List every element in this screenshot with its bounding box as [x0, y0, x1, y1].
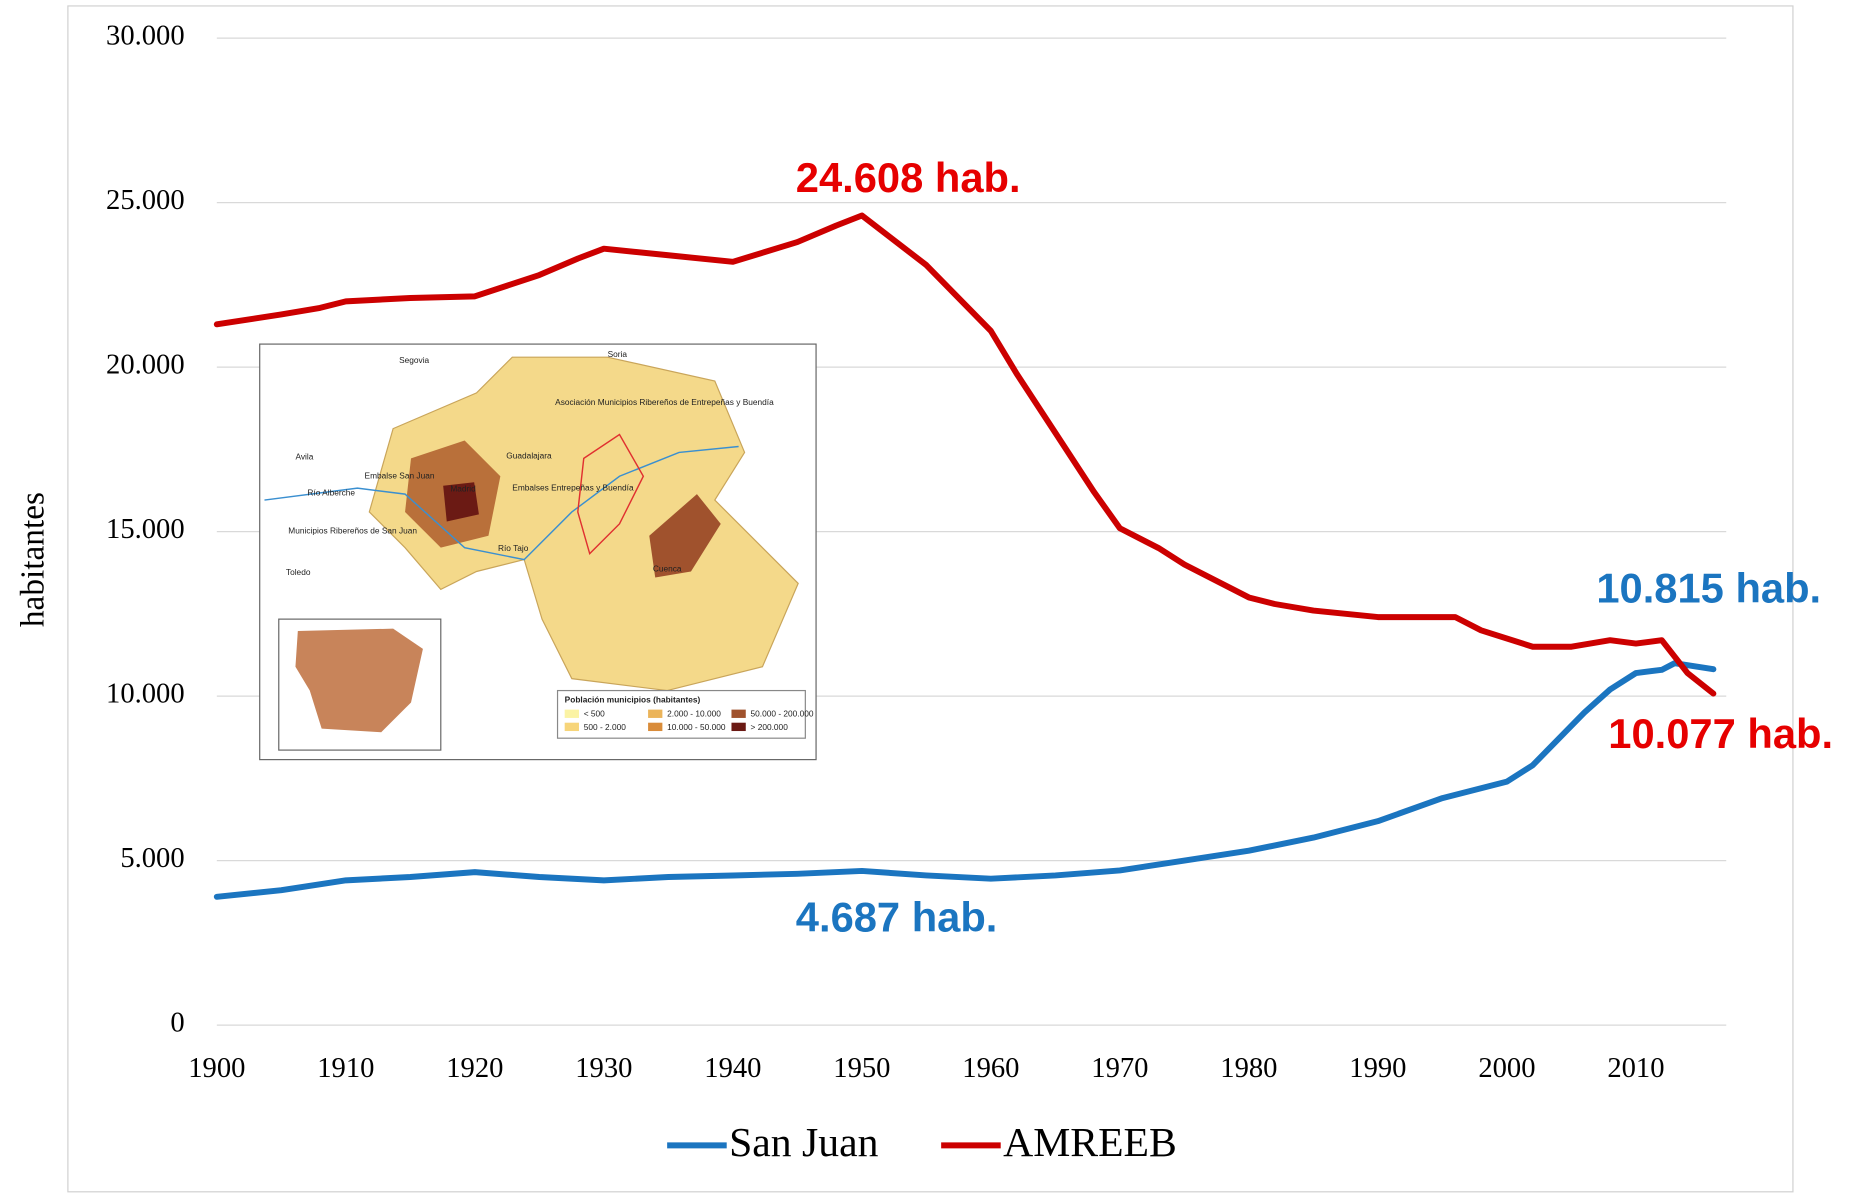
y-tick-label: 20.000	[106, 350, 185, 381]
map-legend-label: > 200.000	[751, 722, 789, 732]
map-label: Asociación Municipios Ribereños de Entre…	[555, 397, 774, 407]
y-tick-label: 5.000	[120, 843, 184, 874]
map-legend-swatch	[731, 709, 746, 718]
map-legend-label: 2.000 - 10.000	[667, 709, 721, 719]
x-tick-label: 1990	[1349, 1053, 1406, 1084]
map-legend-label: 500 - 2.000	[584, 722, 627, 732]
x-tick-label: 1950	[833, 1053, 890, 1084]
legend-label: San Juan	[729, 1120, 879, 1166]
y-tick-label: 30.000	[106, 21, 185, 52]
inset-map: Segovia Soria Avila Madrid Guadalajara Cuenca…	[259, 343, 817, 761]
y-tick-label: 25.000	[106, 185, 185, 216]
y-tick-label: 0	[170, 1008, 184, 1039]
chart-border	[67, 5, 1794, 1193]
map-legend-label: 10.000 - 50.000	[667, 722, 726, 732]
map-asoc	[577, 433, 645, 556]
map-legend-swatch	[564, 722, 579, 732]
map-label: Toledo	[286, 567, 311, 577]
map-label: Soria	[608, 349, 628, 359]
map-region	[368, 356, 799, 692]
x-tick-label: 2010	[1607, 1053, 1664, 1084]
y-axis-label: habitantes	[14, 492, 51, 627]
map-label: Madrid	[450, 484, 476, 494]
x-tick-label: 1920	[446, 1053, 503, 1084]
x-tick-label: 1900	[188, 1053, 245, 1084]
map-legend-swatch	[564, 709, 579, 718]
map-legend-swatch	[648, 722, 663, 732]
map-legend-swatch	[648, 709, 663, 718]
map-legend-title: Población municipios (habitantes)	[565, 694, 701, 704]
x-tick-label: 1940	[704, 1053, 761, 1084]
annotation: 10.815 hab.	[1596, 565, 1821, 612]
map-label: Río Tajo	[498, 543, 529, 553]
map-river	[264, 445, 739, 561]
y-tick-label: 15.000	[106, 514, 185, 545]
annotation: 24.608 hab.	[796, 154, 1021, 201]
legend-label: AMREEB	[1003, 1120, 1177, 1166]
series-line	[213, 212, 1717, 697]
map-madrid-core	[443, 482, 479, 522]
annotation: 10.077 hab.	[1608, 710, 1833, 757]
y-tick-label: 10.000	[106, 679, 185, 710]
x-tick-label: 1930	[575, 1053, 632, 1084]
map-spain	[295, 628, 423, 733]
map-label: Avila	[295, 452, 313, 462]
annotation: 4.687 hab.	[796, 893, 998, 940]
x-tick-label: 1970	[1091, 1053, 1148, 1084]
x-tick-label: 1960	[962, 1053, 1019, 1084]
map-label: Cuenca	[653, 563, 682, 573]
map-legend-label: 50.000 - 200.000	[751, 709, 814, 719]
map-label: Embalse San Juan	[365, 471, 435, 481]
map-label: Río Alberche	[307, 487, 355, 497]
series-line	[213, 660, 1717, 900]
map-label: Segovia	[399, 355, 429, 365]
map-cuenca	[649, 494, 721, 578]
x-tick-label: 1910	[317, 1053, 374, 1084]
map-label: Guadalajara	[506, 450, 552, 460]
map-label: Embalses Entrepeñas y Buendía	[512, 483, 634, 493]
x-tick-label: 1980	[1220, 1053, 1277, 1084]
map-legend-frame	[556, 689, 806, 739]
x-tick-label: 2000	[1478, 1053, 1535, 1084]
map-legend-label: < 500	[584, 709, 605, 719]
map-label: Municipios Ribereños de San Juan	[288, 525, 417, 535]
map-legend-swatch	[731, 722, 746, 732]
